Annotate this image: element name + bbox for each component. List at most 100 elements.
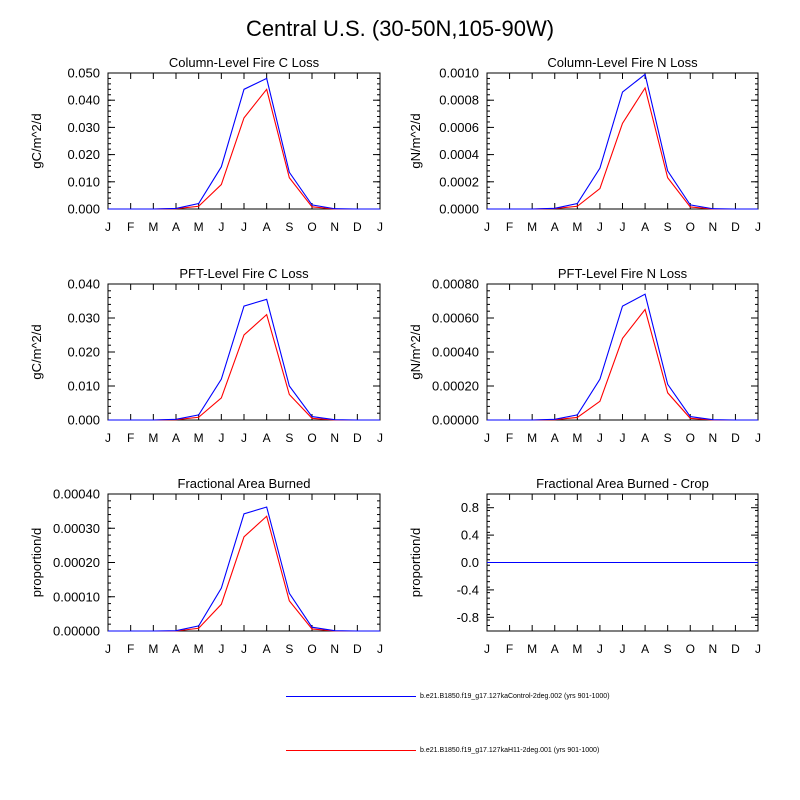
- panel-2-x-tick-label: M: [527, 220, 537, 234]
- panel-1-x-tick-label: N: [330, 220, 339, 234]
- panel-1-x-tick-label: S: [285, 220, 293, 234]
- panel-6-y-tick-label: -0.4: [457, 582, 479, 597]
- panel-3-ylabel: gC/m^2/d: [29, 324, 44, 379]
- panel-2-ylabel: gN/m^2/d: [408, 113, 423, 168]
- panel-2-y-tick-label: 0.0000: [439, 202, 479, 217]
- panel-3-x-tick-label: A: [263, 431, 271, 445]
- panel-5-y-tick-label: 0.00010: [53, 589, 100, 604]
- panel-1-x-tick-label: A: [172, 220, 180, 234]
- panel-3-x-tick-label: D: [353, 431, 362, 445]
- panel-5-y-tick-label: 0.00030: [53, 521, 100, 536]
- panel-2-x-tick-label: D: [731, 220, 740, 234]
- panel-4-title: PFT-Level Fire N Loss: [558, 266, 688, 281]
- panel-3-frame: [107, 283, 381, 421]
- panel-4-x-tick-label: J: [484, 431, 490, 445]
- panel-4-y-tick-label: 0.00060: [432, 311, 479, 326]
- panel-1-y-tick-label: 0.050: [67, 66, 100, 81]
- panel-4-x-tick-label: J: [597, 431, 603, 445]
- panel-4-x-tick-label: D: [731, 431, 740, 445]
- panel-1-ylabel: gC/m^2/d: [29, 113, 44, 168]
- panel-1-x-tick-label: D: [353, 220, 362, 234]
- panel-2-x-tick-label: A: [641, 220, 649, 234]
- panel-6-y-tick-label: 0.8: [461, 500, 479, 515]
- panel-5-x-tick-label: O: [307, 642, 316, 656]
- panel-4-y-tick-label: 0.00000: [432, 413, 479, 428]
- panel-1-x-tick-label: J: [105, 220, 111, 234]
- legend-line-blue: [286, 696, 416, 697]
- panel-3-y-tick-label: 0.040: [67, 277, 100, 292]
- panel-2-x-tick-label: O: [686, 220, 695, 234]
- panel-4-x-tick-label: A: [551, 431, 559, 445]
- panel-3-x-tick-label: F: [127, 431, 134, 445]
- panel-6-title: Fractional Area Burned - Crop: [536, 476, 709, 491]
- panel-6-y-tick-label: -0.8: [457, 610, 479, 625]
- panel-5-x-tick-label: J: [377, 642, 383, 656]
- panel-2-series-h11-line: [487, 86, 758, 210]
- panel-4-x-tick-label: F: [506, 431, 513, 445]
- panel-2-x-tick-label: J: [755, 220, 761, 234]
- panel-5-series-control-line: [108, 506, 380, 632]
- panel-1-x-tick-label: J: [218, 220, 224, 234]
- panel-1-y-tick-label: 0.020: [67, 147, 100, 162]
- panel-1-x-tick-label: A: [263, 220, 271, 234]
- panel-4-series-control-line: [487, 293, 758, 421]
- panel-5-ylabel: proportion/d: [29, 528, 44, 597]
- panel-1-x-tick-label: J: [241, 220, 247, 234]
- panel-3-y-tick-label: 0.030: [67, 311, 100, 326]
- panel-4-y-tick-label: 0.00020: [432, 379, 479, 394]
- legend-label-2: b.e21.B1850.f19_g17.127kaH11-2deg.001 (y…: [420, 747, 600, 754]
- panel-5-x-tick-label: D: [353, 642, 362, 656]
- panel-4-x-tick-label: M: [572, 431, 582, 445]
- panel-3-x-tick-label: N: [330, 431, 339, 445]
- panel-2-x-tick-label: M: [572, 220, 582, 234]
- panel-5-x-tick-label: F: [127, 642, 134, 656]
- panel-1-x-tick-label: M: [194, 220, 204, 234]
- panel-4-x-tick-label: M: [527, 431, 537, 445]
- panel-3-x-tick-label: J: [105, 431, 111, 445]
- panel-4-x-tick-label: N: [708, 431, 717, 445]
- panel-6-x-tick-label: O: [686, 642, 695, 656]
- panel-5-y-tick-label: 0.00000: [53, 624, 100, 639]
- panel-3-series-control-line: [108, 298, 380, 421]
- panel-2-y-tick-label: 0.0008: [439, 93, 479, 108]
- panel-1-series-h11-line: [108, 88, 380, 210]
- panel-1-y-tick-label: 0.030: [67, 120, 100, 135]
- panel-4-x-tick-label: S: [664, 431, 672, 445]
- panel-5-x-tick-label: S: [285, 642, 293, 656]
- panel-2-series-control-line: [487, 73, 758, 210]
- panel-6-x-tick-label: S: [664, 642, 672, 656]
- panel-6-x-tick-label: D: [731, 642, 740, 656]
- panel-6-x-tick-label: J: [597, 642, 603, 656]
- legend-label-1: b.e21.B1850.f19_g17.127kaControl-2deg.00…: [420, 693, 610, 700]
- panel-3-y-tick-label: 0.000: [67, 413, 100, 428]
- panel-1-frame: [107, 72, 381, 210]
- panel-1-series-control-line: [108, 77, 380, 210]
- panel-1-x-tick-label: J: [377, 220, 383, 234]
- panel-4-frame: [486, 283, 759, 421]
- panel-5-x-tick-label: M: [148, 642, 158, 656]
- panel-3-x-tick-label: J: [218, 431, 224, 445]
- panel-3-x-tick-label: A: [172, 431, 180, 445]
- panel-4-x-tick-label: O: [686, 431, 695, 445]
- legend-line-red: [286, 750, 416, 751]
- panel-4-series-h11-line: [487, 308, 758, 421]
- panel-1-y-tick-label: 0.010: [67, 174, 100, 189]
- page-title: Central U.S. (30-50N,105-90W): [245, 16, 555, 41]
- panel-5-x-tick-label: A: [172, 642, 180, 656]
- panel-1-y-tick-label: 0.000: [67, 202, 100, 217]
- panel-5-x-tick-label: J: [105, 642, 111, 656]
- panel-6-x-tick-label: J: [755, 642, 761, 656]
- panel-2-y-tick-label: 0.0006: [439, 120, 479, 135]
- panel-6-x-tick-label: N: [708, 642, 717, 656]
- panel-6-x-tick-label: M: [527, 642, 537, 656]
- panel-3-x-tick-label: J: [241, 431, 247, 445]
- panel-4-ylabel: gN/m^2/d: [408, 324, 423, 379]
- panel-3-y-tick-label: 0.020: [67, 345, 100, 360]
- panel-3-x-tick-label: O: [307, 431, 316, 445]
- panel-2-x-tick-label: F: [506, 220, 513, 234]
- panel-2-y-tick-label: 0.0004: [439, 147, 479, 162]
- panel-5-x-tick-label: A: [263, 642, 271, 656]
- panel-5-y-tick-label: 0.00020: [53, 555, 100, 570]
- panel-3-x-tick-label: M: [148, 431, 158, 445]
